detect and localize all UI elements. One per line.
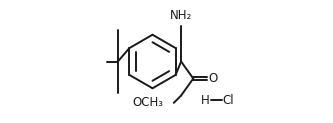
Text: H: H (201, 94, 210, 107)
Text: Cl: Cl (223, 94, 234, 107)
Text: O: O (208, 72, 217, 85)
Text: NH₂: NH₂ (170, 9, 192, 22)
Text: OCH₃: OCH₃ (133, 96, 164, 109)
